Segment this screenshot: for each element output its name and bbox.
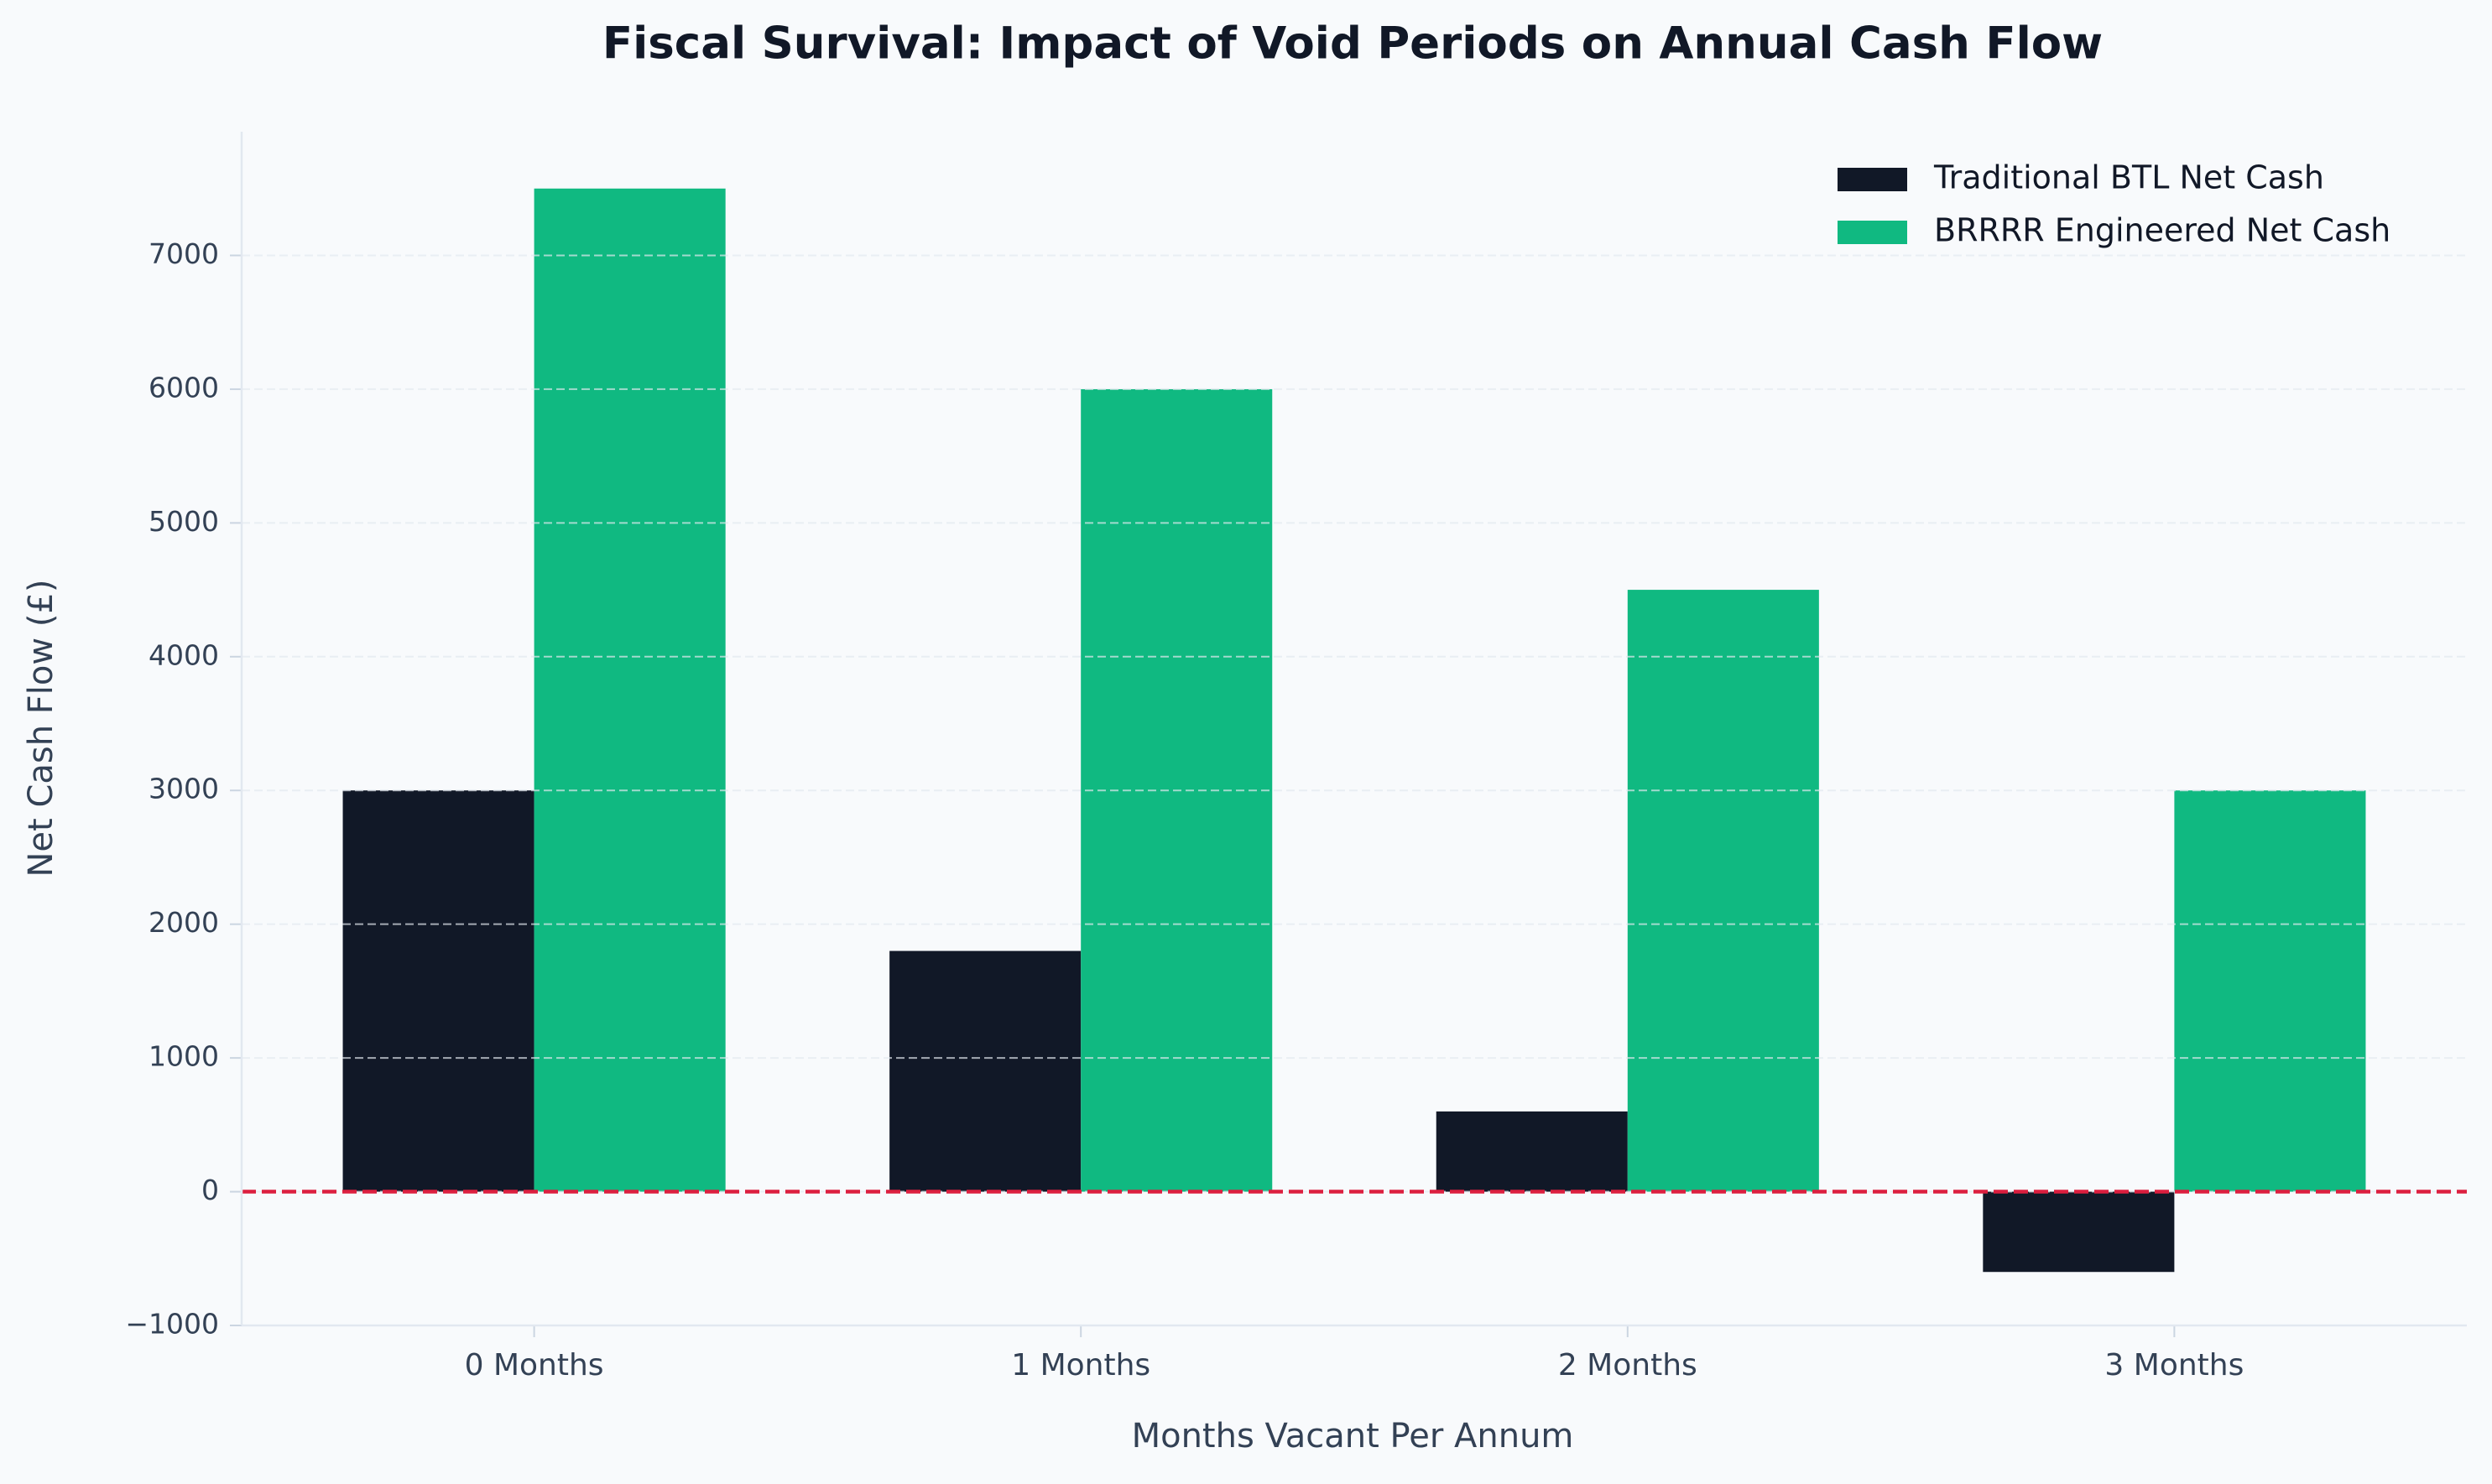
y-tick-label: 4000 xyxy=(149,638,219,671)
bar xyxy=(1627,590,1819,1192)
y-tick-label: −1000 xyxy=(125,1308,219,1341)
bar xyxy=(342,790,534,1192)
x-tick-label: 3 Months xyxy=(2104,1348,2244,1382)
y-tick-label: 3000 xyxy=(149,773,219,805)
chart-title: Fiscal Survival: Impact of Void Periods … xyxy=(602,18,2103,70)
y-tick-label: 7000 xyxy=(149,237,219,270)
bar xyxy=(534,188,726,1192)
y-tick-label: 6000 xyxy=(149,371,219,404)
bar xyxy=(1983,1191,2175,1273)
legend-label: Traditional BTL Net Cash xyxy=(1933,159,2324,196)
bar xyxy=(889,950,1082,1192)
x-tick-label: 2 Months xyxy=(1558,1348,1697,1382)
x-tick-label: 1 Months xyxy=(1011,1348,1150,1382)
y-tick-label: 5000 xyxy=(149,505,219,538)
y-tick-label: 0 xyxy=(201,1174,219,1206)
legend-swatch xyxy=(1838,221,1907,244)
x-tick-label: 0 Months xyxy=(465,1348,604,1382)
legend-label: BRRRR Engineered Net Cash xyxy=(1934,212,2390,249)
legend-swatch xyxy=(1838,168,1907,191)
bar xyxy=(2174,790,2366,1192)
x-axis-label: Months Vacant Per Annum xyxy=(1132,1417,1574,1455)
y-tick-label: 2000 xyxy=(149,906,219,939)
y-tick-label: 1000 xyxy=(149,1040,219,1073)
y-axis-label: Net Cash Flow (£) xyxy=(22,580,60,877)
bar xyxy=(1436,1111,1628,1192)
